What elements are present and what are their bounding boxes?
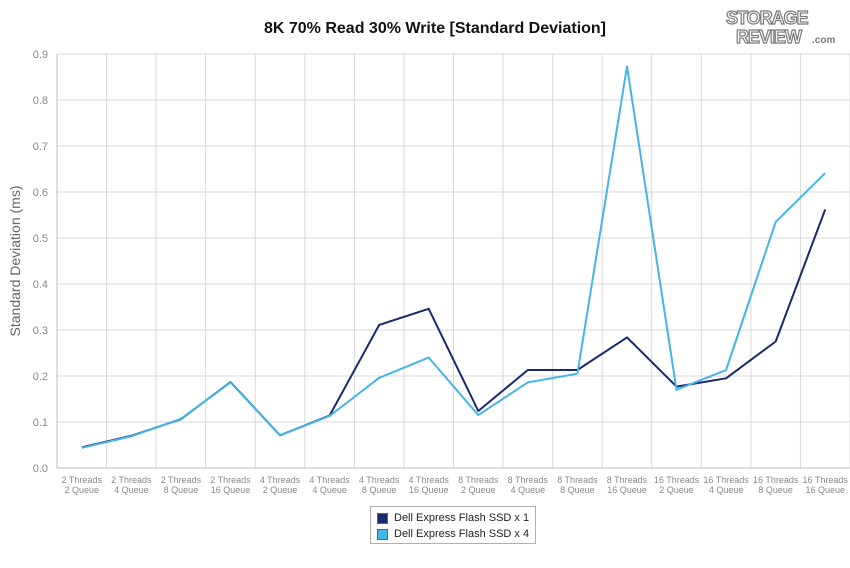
- y-tick-label: 0.6: [33, 187, 48, 199]
- x-tick-label-line-2: 4 Queue: [312, 485, 347, 495]
- x-tick-label-line-1: 8 Threads: [508, 475, 549, 485]
- x-tick-label-line-1: 2 Threads: [161, 475, 202, 485]
- x-tick-label-line-1: 8 Threads: [557, 475, 598, 485]
- x-tick-label-line-2: 2 Queue: [263, 485, 298, 495]
- x-tick-label-line-2: 4 Queue: [511, 485, 546, 495]
- y-tick-label: 0.1: [33, 417, 48, 429]
- y-tick-label: 0.7: [33, 141, 48, 153]
- logo-line-2: REVIEW: [736, 27, 802, 46]
- x-tick-label-line-1: 8 Threads: [458, 475, 499, 485]
- x-tick-label-line-2: 4 Queue: [114, 485, 149, 495]
- y-axis-title: Standard Deviation (ms): [7, 186, 23, 337]
- y-tick-label: 0.8: [33, 95, 48, 107]
- x-tick-label-line-2: 8 Queue: [362, 485, 397, 495]
- y-tick-label: 0.0: [33, 463, 48, 475]
- x-tick-label-line-2: 16 Queue: [607, 485, 647, 495]
- y-tick-label: 0.5: [33, 233, 48, 245]
- x-tick-label-line-2: 16 Queue: [409, 485, 449, 495]
- x-tick-label-line-2: 16 Queue: [805, 485, 845, 495]
- legend-label-series-2: Dell Express Flash SSD x 4: [394, 528, 530, 540]
- x-tick-label-line-1: 16 Threads: [654, 475, 700, 485]
- series-line-2: [81, 65, 826, 449]
- x-tick-label-line-1: 2 Threads: [210, 475, 251, 485]
- x-tick-label-line-2: 2 Queue: [65, 485, 100, 495]
- x-tick-label-line-1: 4 Threads: [309, 475, 350, 485]
- x-tick-label-line-2: 8 Queue: [164, 485, 199, 495]
- legend-item-series-2: Dell Express Flash SSD x 4: [377, 526, 535, 542]
- x-tick-label-line-1: 16 Threads: [753, 475, 799, 485]
- x-tick-label-line-2: 2 Queue: [461, 485, 496, 495]
- y-tick-label: 0.4: [33, 279, 48, 291]
- x-tick-label-line-2: 16 Queue: [211, 485, 251, 495]
- storagereview-logo: STORAGE REVIEW .com: [725, 7, 835, 46]
- x-tick-label-line-1: 16 Threads: [803, 475, 849, 485]
- x-tick-label-line-1: 8 Threads: [607, 475, 648, 485]
- x-tick-label-line-2: 8 Queue: [758, 485, 793, 495]
- logo-line-1: STORAGE: [726, 8, 809, 28]
- legend-swatch-series-2: [377, 528, 388, 540]
- y-tick-label: 0.2: [33, 371, 48, 383]
- y-tick-label: 0.3: [33, 325, 48, 337]
- chart-title: 8K 70% Read 30% Write [Standard Deviatio…: [263, 20, 607, 37]
- x-tick-label-line-1: 16 Threads: [703, 475, 749, 485]
- x-tick-label-line-2: 8 Queue: [560, 485, 595, 495]
- x-tick-label-line-1: 4 Threads: [359, 475, 400, 485]
- legend-item-series-1: Dell Express Flash SSD x 1: [377, 510, 535, 526]
- legend-swatch-series-1: [377, 512, 388, 524]
- legend: Dell Express Flash SSD x 1 Dell Express …: [370, 506, 536, 544]
- y-tick-label: 0.9: [33, 49, 48, 61]
- x-tick-label-line-1: 2 Threads: [111, 475, 152, 485]
- x-tick-label-line-1: 2 Threads: [62, 475, 103, 485]
- x-tick-label-line-2: 4 Queue: [709, 485, 744, 495]
- legend-label-series-1: Dell Express Flash SSD x 1: [394, 512, 530, 524]
- logo-suffix: .com: [812, 35, 835, 46]
- x-tick-label-line-1: 4 Threads: [260, 475, 301, 485]
- x-tick-label-line-2: 2 Queue: [659, 485, 694, 495]
- x-tick-label-line-1: 4 Threads: [409, 475, 450, 485]
